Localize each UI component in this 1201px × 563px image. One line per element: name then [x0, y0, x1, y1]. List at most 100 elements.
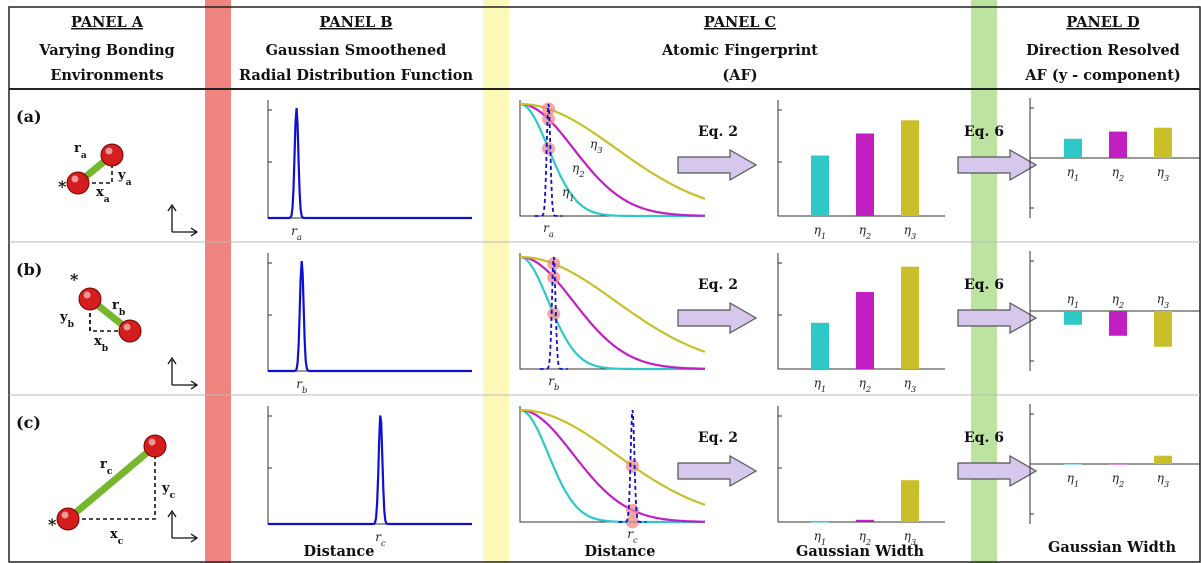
- rdf-curve: [268, 108, 472, 220]
- intersection-marker: [626, 515, 639, 529]
- bond-label: rc: [100, 457, 113, 477]
- atom-highlight: [71, 175, 79, 183]
- dir-bar-1: [1064, 138, 1082, 158]
- eq2-arrow: [677, 148, 758, 182]
- af-bar-label-2: η2: [859, 223, 872, 241]
- dir-bar-2: [1109, 464, 1127, 465]
- component-lines: [68, 446, 156, 520]
- intersection-marker: [542, 142, 555, 156]
- atom-highlight: [105, 147, 113, 155]
- panel-a-line2: Environments: [50, 67, 163, 84]
- dir-bar-label-2: η2: [1112, 471, 1125, 489]
- dir-bar-label-2: η2: [1112, 292, 1125, 310]
- y-label: yc: [161, 481, 176, 501]
- eq6-label: Eq. 6: [964, 124, 1004, 140]
- eta-curve-3: [520, 408, 706, 506]
- panel-d-line2: AF (y - component): [1024, 67, 1181, 84]
- bond: [64, 442, 159, 523]
- panel-a-title: PANEL A: [71, 14, 144, 31]
- atom-highlight: [83, 291, 91, 299]
- panel-c-title: PANEL C: [704, 14, 776, 31]
- y-label: ya: [117, 168, 132, 188]
- atom-highlight: [61, 511, 69, 519]
- eta2-curve-label: η2: [572, 161, 585, 179]
- dir-bar-label-2: η2: [1112, 165, 1125, 183]
- af-bar-1: [811, 155, 829, 216]
- band-yellow: [483, 0, 509, 563]
- dir-bar-3: [1154, 311, 1172, 347]
- axes-indicator: [167, 509, 199, 543]
- xlabel-panel-c-bars: Gaussian Width: [796, 543, 925, 560]
- rdf-axes: [267, 406, 472, 525]
- dir-bar-label-3: η3: [1157, 165, 1170, 183]
- dir-bar-label-3: η3: [1157, 292, 1170, 310]
- af-bar-2: [856, 519, 874, 522]
- header-panel-a: PANEL A Varying Bonding Environments: [38, 14, 174, 84]
- af-bar-label-3: η3: [904, 529, 917, 547]
- row-label: (c): [16, 413, 41, 432]
- eq2-arrow: [677, 301, 758, 335]
- row-label: (a): [16, 107, 42, 126]
- af-bar-axes: [777, 100, 945, 217]
- rdf-peak-label: rb: [296, 377, 307, 395]
- rdf-peak-label: ra: [291, 224, 302, 242]
- af-bar-1: [811, 522, 829, 523]
- bond-label: rb: [112, 298, 125, 318]
- eta-curve-1: [519, 408, 705, 524]
- af-peak-label: ra: [543, 221, 554, 239]
- dir-bar-2: [1109, 311, 1127, 336]
- af-bar-2: [856, 133, 874, 216]
- header-panel-c: PANEL C Atomic Fingerprint (AF): [661, 14, 818, 84]
- origin-star: *: [48, 515, 57, 534]
- intersection-marker: [547, 271, 561, 285]
- intersection-marker: [547, 307, 561, 321]
- origin-star: *: [58, 177, 67, 196]
- xlabel-panel-c: Distance: [585, 543, 656, 560]
- af-bar-3: [901, 266, 919, 369]
- eq6-label: Eq. 6: [964, 430, 1004, 446]
- x-label: xb: [94, 334, 108, 354]
- xlabel-panel-d: Gaussian Width: [1048, 539, 1177, 556]
- panel-d-line1: Direction Resolved: [1026, 42, 1180, 59]
- axes-indicator: [167, 356, 199, 390]
- af-bar-label-1: η1: [814, 223, 827, 241]
- x-label: xc: [110, 527, 124, 547]
- atom-highlight: [148, 438, 156, 446]
- origin-star: *: [70, 270, 79, 289]
- af-peak-label: rb: [548, 374, 559, 392]
- eq6-arrow: [957, 454, 1038, 488]
- panel-b-line1: Gaussian Smoothened: [266, 42, 447, 59]
- panel-c-line2: (AF): [722, 67, 757, 84]
- eta1-curve-label: η1: [562, 185, 575, 203]
- af-bar-axes: [777, 253, 945, 370]
- rdf-peak-label: rc: [375, 530, 386, 548]
- eta-curve-2: [520, 408, 705, 523]
- dir-bar-label-1: η1: [1067, 471, 1080, 489]
- af-peak-label: rc: [627, 527, 638, 545]
- af-bar-label-2: η2: [859, 529, 872, 547]
- frame: [8, 6, 1201, 563]
- panel-c-line1: Atomic Fingerprint: [661, 42, 818, 59]
- panel-a-line1: Varying Bonding: [38, 42, 174, 59]
- panel-d-title: PANEL D: [1066, 14, 1139, 31]
- eq6-arrow: [957, 148, 1038, 182]
- rdf-curve: [268, 415, 472, 526]
- row-3: (c) * rc yc xc rc rc Eq. 2 η1 η2 η3 Eq. 6 η1 η2 η3: [16, 404, 1200, 548]
- intersection-marker: [626, 459, 639, 473]
- x-label: xa: [96, 185, 110, 205]
- af-bar-2: [856, 292, 874, 369]
- af-bar-label-3: η3: [904, 223, 917, 241]
- dir-bar-3: [1154, 455, 1172, 464]
- dir-bar-1: [1064, 464, 1082, 465]
- eq6-label: Eq. 6: [964, 277, 1004, 293]
- panel-b-title: PANEL B: [320, 14, 393, 31]
- y-label: yb: [59, 310, 74, 330]
- header-panel-b: PANEL B Gaussian Smoothened Radial Distr…: [239, 14, 473, 84]
- dir-bar-1: [1064, 311, 1082, 325]
- dir-bar-label-1: η1: [1067, 165, 1080, 183]
- atom: [100, 143, 124, 167]
- eq2-label: Eq. 2: [698, 277, 738, 293]
